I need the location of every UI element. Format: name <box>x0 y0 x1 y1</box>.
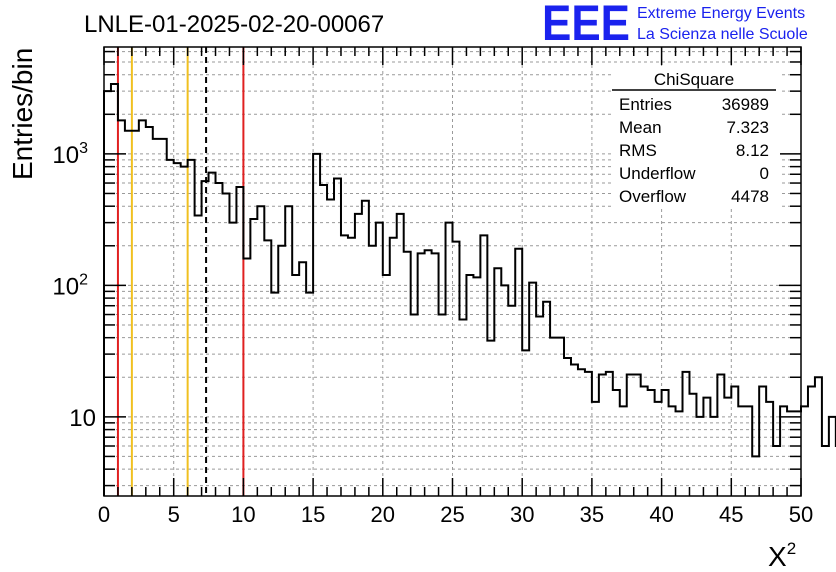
stats-row-value: 36989 <box>722 95 769 114</box>
eee-logo: EEE Extreme Energy Events La Scienza nel… <box>542 0 808 51</box>
logo-mark: EEE <box>542 0 630 51</box>
x-tick-label: 40 <box>649 502 673 527</box>
y-tick-label: 103 <box>52 140 88 169</box>
logo-line-2: La Scienza nelle Scuole <box>637 26 808 43</box>
stats-row-value: 4478 <box>731 187 769 206</box>
chart-title: LNLE-01-2025-02-20-00067 <box>84 11 384 38</box>
stats-rows: Entries 36989 Mean 7.323 RMS 8.12 Underflow 0 Ov… <box>619 95 769 206</box>
x-tick-label: 25 <box>440 502 464 527</box>
histogram-line <box>103 83 836 496</box>
stats-row-value: 7.323 <box>726 118 769 137</box>
y-tick-label: 102 <box>52 271 88 300</box>
y-tick-label-base: 10 <box>52 273 79 300</box>
x-tick-label: 30 <box>510 502 534 527</box>
y-tick-label-exponent: 3 <box>79 140 88 157</box>
marker-lines <box>116 47 245 496</box>
y-tick-label-exponent: 2 <box>79 271 88 288</box>
stats-row-value: 8.12 <box>736 141 769 160</box>
x-tick-label: 20 <box>371 502 395 527</box>
y-tick-label: 10 <box>69 405 96 432</box>
stats-title: ChiSquare <box>654 70 734 89</box>
stats-row-label: Entries <box>619 95 672 114</box>
stats-box: ChiSquare Entries 36989 Mean 7.323 RMS 8.12 Un… <box>612 66 780 208</box>
x-axis-label-superscript: 2 <box>787 539 796 558</box>
y-axis-label: Entries/bin <box>7 48 38 180</box>
x-tick-label: 5 <box>168 502 180 527</box>
stats-row-label: RMS <box>619 141 657 160</box>
x-tick-label: 10 <box>231 502 255 527</box>
y-tick-label-base: 10 <box>69 405 96 432</box>
x-axis-label: X2 <box>768 539 796 572</box>
x-axis-label-base: X <box>768 541 787 572</box>
stats-row-label: Overflow <box>619 187 687 206</box>
stats-row-value: 0 <box>760 164 769 183</box>
x-tick-label: 35 <box>580 502 604 527</box>
x-tick-label: 50 <box>789 502 813 527</box>
x-tick-label: 15 <box>301 502 325 527</box>
logo-line-1: Extreme Energy Events <box>637 5 805 22</box>
x-tick-label: 45 <box>719 502 743 527</box>
x-tick-label: 0 <box>98 502 110 527</box>
axis-ticks <box>103 47 802 496</box>
stats-row-label: Underflow <box>619 164 696 183</box>
x-tick-labels: 0 5 10 15 20 25 30 35 40 45 50 <box>98 502 813 527</box>
stats-row-label: Mean <box>619 118 662 137</box>
y-tick-label-base: 10 <box>52 142 79 169</box>
